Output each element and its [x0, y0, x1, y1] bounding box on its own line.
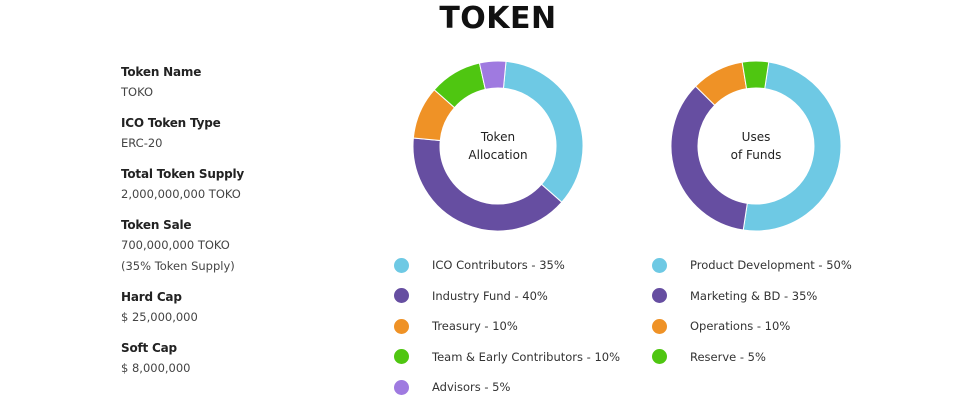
detail-token-name: Token Name TOKO	[121, 62, 351, 103]
detail-label: Soft Cap	[121, 341, 177, 355]
detail-value: ERC-20	[121, 136, 163, 150]
legend-item: Marketing & BD - 35%	[652, 281, 852, 312]
detail-label: Hard Cap	[121, 290, 182, 304]
slice-industry-fund	[413, 137, 563, 231]
legend-item: Reserve - 5%	[652, 342, 852, 373]
slice-advisors	[478, 61, 507, 90]
legend-label: Industry Fund - 40%	[432, 288, 548, 303]
detail-value: $ 8,000,000	[121, 361, 191, 375]
detail-label: ICO Token Type	[121, 116, 221, 130]
page-title: TOKEN	[439, 1, 557, 36]
detail-label: Token Sale	[121, 218, 192, 232]
uses-of-funds-svg	[671, 61, 841, 231]
slice-reserve	[741, 61, 770, 90]
slice-ico-contributors	[502, 61, 583, 203]
legend-label: ICO Contributors - 35%	[432, 258, 565, 273]
token-allocation-svg	[413, 61, 583, 231]
detail-value: 2,000,000,000 TOKO	[121, 187, 241, 201]
detail-token-sale: Token Sale 700,000,000 TOKO (35% Token S…	[121, 215, 351, 277]
uses-of-funds-legend: Product Development - 50% Marketing & BD…	[652, 250, 852, 372]
legend-dot	[652, 288, 667, 304]
legend-label: Team & Early Contributors - 10%	[432, 349, 621, 364]
legend-label: Marketing & BD - 35%	[690, 288, 818, 303]
legend-label: Treasury - 10%	[432, 319, 518, 334]
uses-of-funds-donut: Uses of Funds	[671, 61, 841, 231]
token-allocation-donut: Token Allocation	[413, 61, 583, 231]
detail-soft-cap: Soft Cap $ 8,000,000	[121, 338, 351, 379]
detail-value: 700,000,000 TOKO	[121, 238, 230, 252]
legend-label: Product Development - 50%	[690, 258, 852, 273]
detail-value: TOKO	[121, 85, 154, 99]
legend-item: Industry Fund - 40%	[394, 281, 620, 312]
legend-item: ICO Contributors - 35%	[394, 250, 620, 281]
legend-label: Reserve - 5%	[690, 349, 766, 364]
legend-dot	[394, 379, 409, 395]
slice-marketing-and-bd	[671, 85, 748, 231]
legend-label: Advisors - 5%	[432, 380, 511, 395]
legend-item: Treasury - 10%	[394, 311, 620, 342]
legend-dot	[394, 288, 409, 304]
token-details: Token Name TOKO ICO Token Type ERC-20 To…	[121, 62, 351, 389]
detail-value: $ 25,000,000	[121, 310, 198, 324]
detail-label: Total Token Supply	[121, 167, 245, 181]
legend-dot	[652, 257, 667, 273]
slice-product-development	[742, 61, 841, 231]
legend-item: Advisors - 5%	[394, 372, 620, 403]
detail-ico-token-type: ICO Token Type ERC-20	[121, 113, 351, 154]
legend-dot	[652, 318, 667, 334]
detail-hard-cap: Hard Cap $ 25,000,000	[121, 287, 351, 328]
legend-dot	[394, 349, 409, 365]
detail-label: Token Name	[121, 65, 202, 79]
legend-dot	[652, 349, 667, 365]
legend-item: Team & Early Contributors - 10%	[394, 342, 620, 373]
detail-value: (35% Token Supply)	[121, 259, 235, 273]
legend-dot	[394, 257, 409, 273]
legend-label: Operations - 10%	[690, 319, 791, 334]
detail-total-token-supply: Total Token Supply 2,000,000,000 TOKO	[121, 164, 351, 205]
legend-item: Operations - 10%	[652, 311, 852, 342]
legend-dot	[394, 318, 409, 334]
token-allocation-legend: ICO Contributors - 35% Industry Fund - 4…	[394, 250, 620, 403]
legend-item: Product Development - 50%	[652, 250, 852, 281]
